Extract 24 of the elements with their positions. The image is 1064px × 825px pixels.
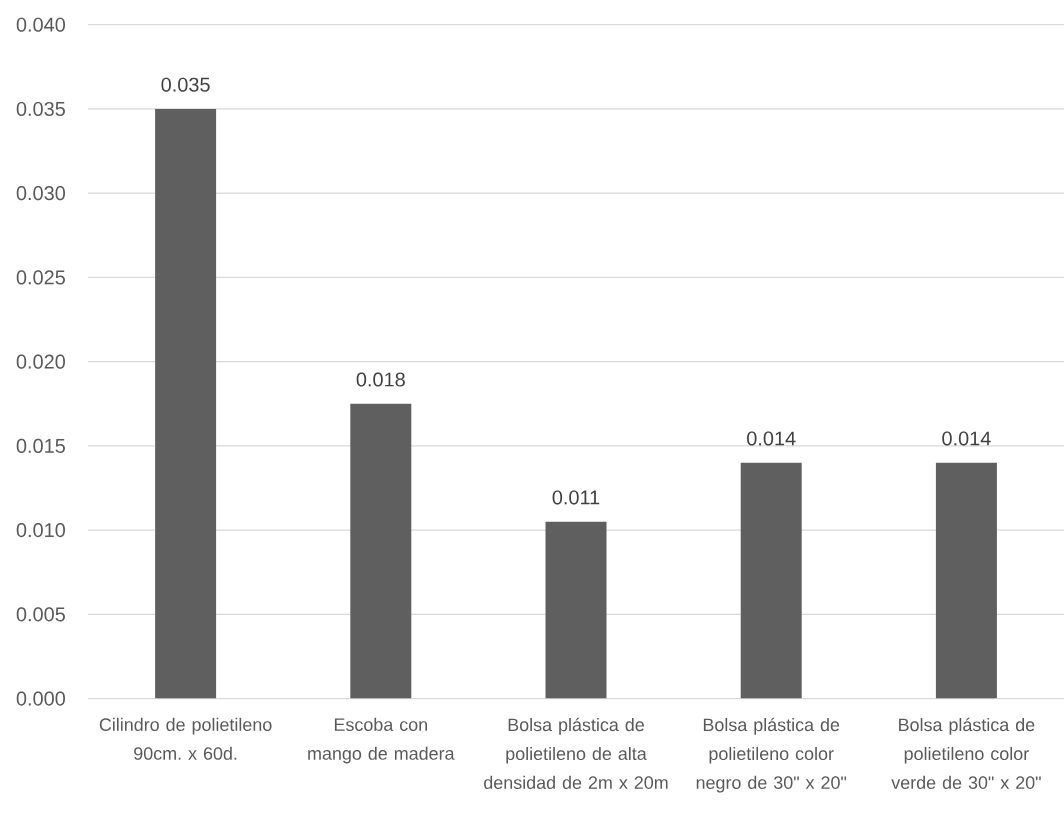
y-tick-label: 0.015 [16,438,65,453]
y-tick-label: 0.040 [16,17,66,32]
x-tick-label: Escoba con mango de madera [308,717,455,764]
data-label: 0.018 [356,372,405,387]
x-tick-label: Bolsa plástica de polietileno de alta densidad de 2m x 20m [484,717,668,789]
y-tick-label: 0.005 [16,607,65,622]
data-label: 0.011 [552,490,600,505]
x-tick-label: Bolsa plástica de polietileno color negro de 30" x 20" [696,717,847,793]
x-tick-label: Cilindro de polietileno 90cm. x 60d. [99,717,272,760]
y-tick-label: 0.035 [16,101,65,116]
y-tick-label: 0.010 [16,523,66,538]
bar [545,521,607,699]
bar [155,108,217,699]
y-tick-label: 0.020 [16,354,66,369]
bar [350,403,412,699]
data-label: 0.035 [161,77,210,92]
data-label: 0.014 [747,431,796,446]
bar [740,462,802,699]
y-tick-label: 0.025 [16,270,65,285]
y-tick-label: 0.000 [16,691,66,706]
data-label: 0.014 [942,431,991,446]
y-tick-label: 0.030 [16,186,66,201]
x-tick-label: Bolsa plástica de polietileno color verde de 30" x 20" [891,717,1041,789]
bar [935,462,997,699]
